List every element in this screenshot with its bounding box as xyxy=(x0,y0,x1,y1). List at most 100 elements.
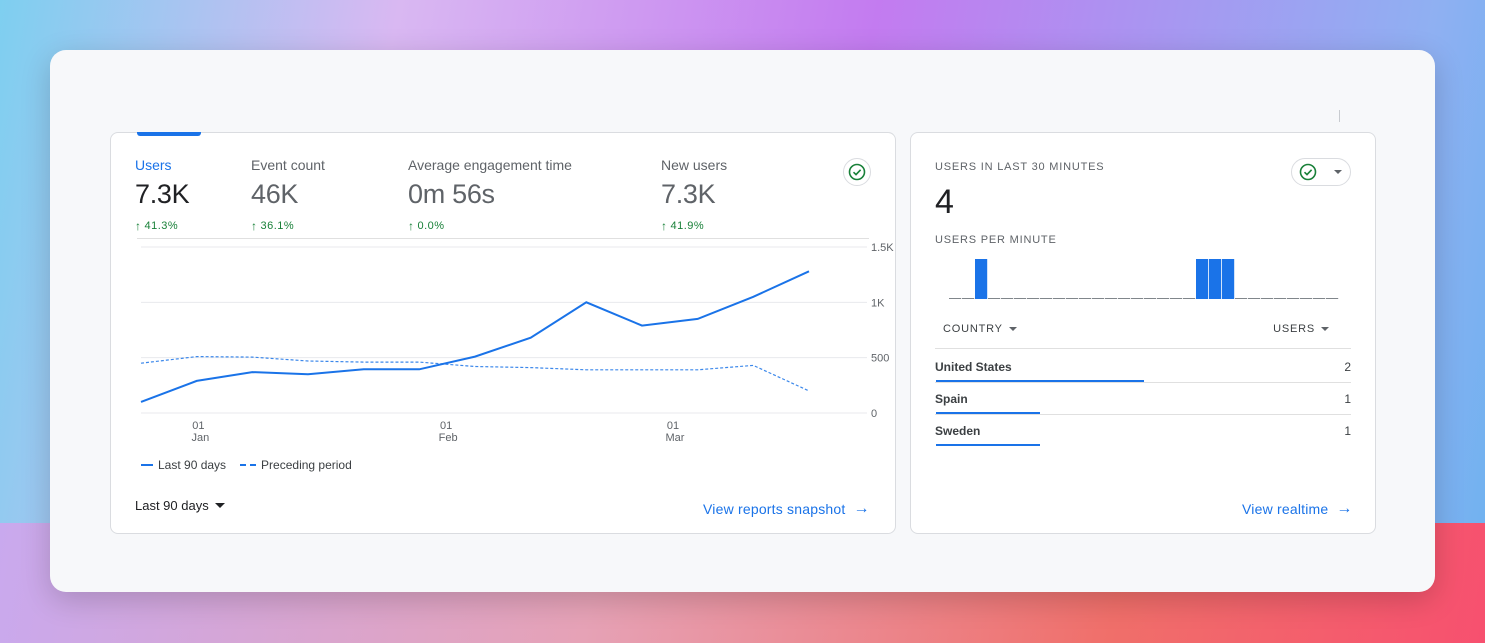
metric-value: 46K xyxy=(251,179,299,209)
minute-bar xyxy=(1118,298,1131,299)
metric-label: Users xyxy=(135,157,172,173)
caret-down-icon xyxy=(214,503,225,508)
realtime-user-count: 4 xyxy=(935,183,954,221)
country-column-header[interactable]: COUNTRY xyxy=(943,323,1017,335)
chart-legend: Last 90 days Preceding period xyxy=(141,458,352,472)
minute-bar xyxy=(1079,298,1092,299)
metric-change: ↑ 36.1% xyxy=(251,219,295,233)
minute-bar xyxy=(1300,298,1313,299)
date-range-label: Last 90 days xyxy=(135,498,209,513)
caret-down-icon xyxy=(1321,327,1329,331)
arrow-right-icon: → xyxy=(1336,500,1353,517)
metric-new-users[interactable]: New users 7.3K ↑ 41.9% xyxy=(661,157,727,233)
table-divider xyxy=(935,414,1351,415)
minute-bar xyxy=(1157,298,1170,299)
table-row[interactable]: Spain 1 xyxy=(935,382,1351,414)
users-per-minute-chart xyxy=(949,259,1339,299)
arrow-right-icon: → xyxy=(853,500,870,517)
overview-card: Users 7.3K ↑ 41.3% Event count 46K ↑ 36.1%… xyxy=(110,132,896,534)
metric-users[interactable]: Users 7.3K ↑ 41.3% xyxy=(135,157,190,233)
metric-event-count[interactable]: Event count 46K ↑ 36.1% xyxy=(251,157,325,233)
realtime-title: USERS IN LAST 30 MINUTES xyxy=(935,161,1105,173)
minute-bar xyxy=(1222,259,1235,299)
arrow-up-icon: ↑ xyxy=(135,219,142,233)
share-bar xyxy=(936,412,1040,414)
share-bar xyxy=(936,444,1040,446)
minute-bar xyxy=(1274,298,1287,299)
country-name: Sweden xyxy=(935,424,981,438)
minute-bar xyxy=(1183,298,1196,299)
legend-item-last-90: Last 90 days xyxy=(141,458,226,472)
table-row[interactable]: Sweden 1 xyxy=(935,414,1351,446)
share-bar xyxy=(936,380,1144,382)
y-tick-label: 500 xyxy=(871,353,889,365)
users-column-header[interactable]: USERS xyxy=(1273,323,1329,335)
minute-bar xyxy=(1001,298,1014,299)
minute-bar xyxy=(1053,298,1066,299)
arrow-up-icon: ↑ xyxy=(408,219,415,233)
date-range-dropdown[interactable]: Last 90 days xyxy=(135,498,225,513)
users-per-minute-label: USERS PER MINUTE xyxy=(935,234,1057,246)
arrow-up-icon: ↑ xyxy=(251,219,258,233)
link-label: View realtime xyxy=(1242,501,1329,517)
metric-change: ↑ 41.9% xyxy=(661,219,705,233)
x-tick-month: Mar xyxy=(665,432,684,444)
table-row[interactable]: United States 2 xyxy=(935,350,1351,382)
check-circle-icon xyxy=(1299,163,1317,181)
view-reports-snapshot-link[interactable]: View reports snapshot → xyxy=(703,500,870,518)
metric-divider xyxy=(137,238,869,239)
realtime-quality-dropdown[interactable] xyxy=(1291,158,1351,186)
user-count: 2 xyxy=(1344,360,1351,374)
x-tick-month: Feb xyxy=(439,432,458,444)
minute-bar xyxy=(949,298,962,299)
minute-bar xyxy=(1105,298,1118,299)
caret-down-icon xyxy=(1334,170,1342,174)
metric-label: New users xyxy=(661,157,728,173)
user-count: 1 xyxy=(1344,424,1351,438)
minute-bar xyxy=(1261,298,1274,299)
minute-bar xyxy=(975,259,988,299)
realtime-card: USERS IN LAST 30 MINUTES 4 USERS PER MIN… xyxy=(910,132,1376,534)
minute-bar xyxy=(1144,298,1157,299)
metric-avg-engagement-time[interactable]: Average engagement time 0m 56s ↑ 0.0% xyxy=(408,157,572,233)
minute-bar xyxy=(1235,298,1248,299)
minute-bar xyxy=(1313,298,1326,299)
minute-bar xyxy=(1170,298,1183,299)
minute-bar xyxy=(1196,259,1209,299)
caret-down-icon xyxy=(1008,327,1017,331)
y-tick-label: 0 xyxy=(871,408,877,420)
series-line-last-90-days xyxy=(140,270,810,403)
check-circle-icon xyxy=(848,163,866,181)
metric-change: ↑ 41.3% xyxy=(135,219,179,233)
x-tick-day: 01 xyxy=(667,420,679,432)
country-name: Spain xyxy=(935,392,968,406)
minute-bar xyxy=(1092,298,1105,299)
view-realtime-link[interactable]: View realtime → xyxy=(1242,500,1353,518)
series-line-preceding-period xyxy=(140,355,810,392)
minute-bar xyxy=(1040,298,1053,299)
minute-bar xyxy=(1287,298,1300,299)
metric-label: Event count xyxy=(251,157,325,173)
user-count: 1 xyxy=(1344,392,1351,406)
y-tick-label: 1.5K xyxy=(871,242,894,254)
metric-change: ↑ 0.0% xyxy=(408,219,445,233)
arrow-up-icon: ↑ xyxy=(661,219,668,233)
metric-label: Average engagement time xyxy=(408,157,572,173)
table-divider xyxy=(935,348,1351,349)
x-tick-month: Jan xyxy=(191,432,209,444)
minute-bar xyxy=(988,298,1001,299)
legend-item-preceding: Preceding period xyxy=(240,458,352,472)
data-quality-button[interactable] xyxy=(843,158,871,186)
x-tick-day: 01 xyxy=(440,420,452,432)
minute-bar xyxy=(1014,298,1027,299)
metric-value: 7.3K xyxy=(661,179,716,209)
x-tick-day: 01 xyxy=(192,420,204,432)
minute-bar xyxy=(1066,298,1079,299)
minute-bar xyxy=(1248,298,1261,299)
divider-mark xyxy=(1339,110,1340,122)
metric-value: 0m 56s xyxy=(408,179,495,209)
table-divider xyxy=(935,382,1351,383)
link-label: View reports snapshot xyxy=(703,501,846,517)
metric-value: 7.3K xyxy=(135,179,190,209)
active-tab-indicator xyxy=(137,132,201,136)
